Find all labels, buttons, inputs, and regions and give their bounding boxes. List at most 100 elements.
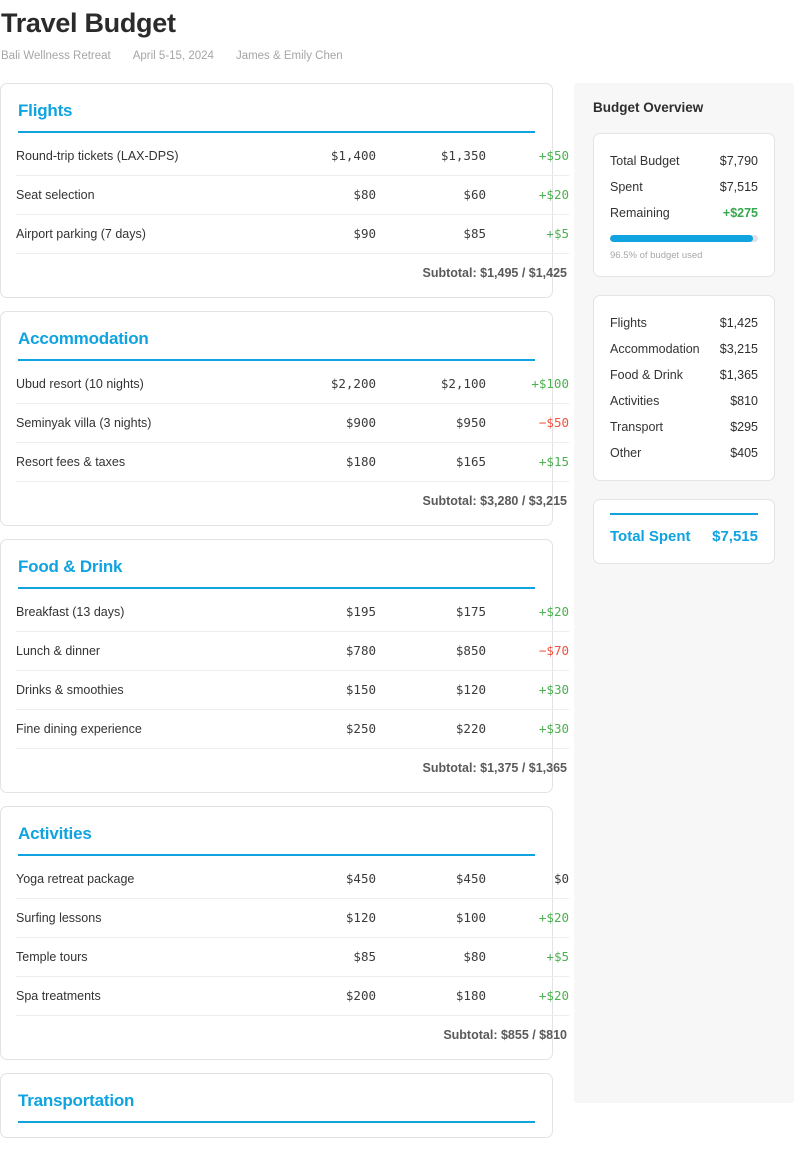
item-difference-amount: +$30 xyxy=(486,670,569,710)
subtotal-row: Subtotal: $1,495 / $1,425 xyxy=(16,254,569,288)
subtotal-text: Subtotal: $855 / $810 xyxy=(443,1028,567,1042)
item-label: Breakfast (13 days) xyxy=(16,593,266,632)
table-row: Seminyak villa (3 nights) $900 $950 −$50 xyxy=(16,403,569,443)
item-label: Seat selection xyxy=(16,175,266,215)
item-label: Airport parking (7 days) xyxy=(16,214,266,254)
item-label: Resort fees & taxes xyxy=(16,442,266,482)
item-label: Drinks & smoothies xyxy=(16,670,266,710)
item-label: Lunch & dinner xyxy=(16,631,266,671)
item-label: Temple tours xyxy=(16,937,266,977)
budget-overview-sidebar: Budget Overview Total Budget $7,790 Spent $… xyxy=(574,83,794,1103)
item-difference-amount: +$100 xyxy=(486,365,569,404)
overview-row: Remaining +$275 xyxy=(610,200,758,226)
item-budget-amount: $90 xyxy=(266,214,376,254)
trip-meta: Bali Wellness Retreat April 5-15, 2024 J… xyxy=(1,49,774,63)
item-difference-amount: −$50 xyxy=(486,403,569,443)
table-row: Ubud resort (10 nights) $2,200 $2,100 +$100 xyxy=(16,365,569,404)
section-title: Transportation xyxy=(18,1091,135,1110)
item-budget-amount: $150 xyxy=(266,670,376,710)
overview-row-label: Spent xyxy=(610,180,643,194)
item-actual-amount: $1,350 xyxy=(376,137,486,176)
overview-row-value: +$275 xyxy=(722,206,758,220)
sidebar-inner: Budget Overview Total Budget $7,790 Spent $… xyxy=(574,99,794,564)
category-value: $1,365 xyxy=(719,368,758,382)
overview-rows: Total Budget $7,790 Spent $7,515 Remaining +$… xyxy=(610,148,758,226)
table-row: Drinks & smoothies $150 $120 +$30 xyxy=(16,670,569,710)
item-actual-amount: $100 xyxy=(376,898,486,938)
page-header: Travel Budget Bali Wellness Retreat Apri… xyxy=(0,0,794,63)
budget-section-card: Flights Round-trip tickets (LAX-DPS) $1,40… xyxy=(0,83,569,298)
item-actual-amount: $850 xyxy=(376,631,486,671)
page-title: Travel Budget xyxy=(1,8,176,38)
item-difference-amount: +$15 xyxy=(486,442,569,482)
table-row: Seat selection $80 $60 +$20 xyxy=(16,175,569,215)
category-label: Transport xyxy=(610,420,664,434)
item-difference-amount: +$30 xyxy=(486,709,569,749)
section-underline xyxy=(18,131,535,133)
category-row: Accommodation $3,215 xyxy=(610,336,758,362)
item-actual-amount: $220 xyxy=(376,709,486,749)
item-actual-amount: $85 xyxy=(376,214,486,254)
item-difference-amount: +$20 xyxy=(486,976,569,1016)
item-budget-amount: $1,400 xyxy=(266,137,376,176)
table-row: Surfing lessons $120 $100 +$20 xyxy=(16,898,569,938)
item-label: Spa treatments xyxy=(16,976,266,1016)
table-row: Lunch & dinner $780 $850 −$70 xyxy=(16,631,569,671)
item-actual-amount: $175 xyxy=(376,593,486,632)
item-actual-amount: $450 xyxy=(376,860,486,899)
item-budget-amount: $450 xyxy=(266,860,376,899)
section-title: Flights xyxy=(18,101,73,120)
category-label: Accommodation xyxy=(610,342,700,356)
item-difference-amount: +$20 xyxy=(486,175,569,215)
item-label: Round-trip tickets (LAX-DPS) xyxy=(16,137,266,176)
item-budget-amount: $85 xyxy=(266,937,376,977)
item-budget-amount: $250 xyxy=(266,709,376,749)
budget-progress-bar xyxy=(610,235,758,242)
budget-section-card: Activities Yoga retreat package $450 $450 $0… xyxy=(0,806,569,1060)
category-label: Food & Drink xyxy=(610,368,683,382)
item-actual-amount: $180 xyxy=(376,976,486,1016)
subtotal-row: Subtotal: $1,375 / $1,365 xyxy=(16,749,569,783)
budget-progress-caption: 96.5% of budget used xyxy=(610,250,703,261)
category-row: Flights $1,425 xyxy=(610,310,758,336)
budget-section-card: Transportation xyxy=(0,1073,553,1138)
total-spent-label: Total Spent xyxy=(610,528,691,545)
item-budget-amount: $200 xyxy=(266,976,376,1016)
budget-section-card: Food & Drink Breakfast (13 days) $195 $175 +… xyxy=(0,539,569,793)
section-underline xyxy=(18,587,535,589)
item-actual-amount: $2,100 xyxy=(376,365,486,404)
budget-items-table: Ubud resort (10 nights) $2,200 $2,100 +$100… xyxy=(16,365,569,515)
item-difference-amount: +$20 xyxy=(486,898,569,938)
item-label: Ubud resort (10 nights) xyxy=(16,365,266,404)
item-actual-amount: $80 xyxy=(376,937,486,977)
table-row: Temple tours $85 $80 +$5 xyxy=(16,937,569,977)
table-row: Breakfast (13 days) $195 $175 +$20 xyxy=(16,593,569,632)
category-breakdown-card: Flights $1,425 Accommodation $3,215 Food & D… xyxy=(593,295,775,481)
total-spent-row: Total Spent $7,515 xyxy=(610,527,758,547)
item-label: Yoga retreat package xyxy=(16,860,266,899)
section-underline xyxy=(18,1121,535,1123)
overview-row-value: $7,790 xyxy=(719,154,758,168)
item-actual-amount: $165 xyxy=(376,442,486,482)
category-value: $295 xyxy=(730,420,758,434)
item-difference-amount: +$20 xyxy=(486,593,569,632)
total-spent-card: Total Spent $7,515 xyxy=(593,499,775,564)
section-title: Activities xyxy=(18,824,92,843)
table-row: Spa treatments $200 $180 +$20 xyxy=(16,976,569,1016)
subtotal-text: Subtotal: $3,280 / $3,215 xyxy=(422,494,567,508)
item-actual-amount: $60 xyxy=(376,175,486,215)
total-spent-value: $7,515 xyxy=(712,528,758,545)
overview-row-label: Total Budget xyxy=(610,154,680,168)
meta-travelers: James & Emily Chen xyxy=(235,50,343,62)
category-row: Transport $295 xyxy=(610,414,758,440)
content-columns: Flights Round-trip tickets (LAX-DPS) $1,40… xyxy=(0,83,794,1151)
category-value: $1,425 xyxy=(719,316,758,330)
overview-row: Total Budget $7,790 xyxy=(610,148,758,174)
item-label: Surfing lessons xyxy=(16,898,266,938)
item-difference-amount: −$70 xyxy=(486,631,569,671)
item-actual-amount: $120 xyxy=(376,670,486,710)
category-value: $810 xyxy=(730,394,758,408)
category-value: $3,215 xyxy=(719,342,758,356)
item-difference-amount: +$50 xyxy=(486,137,569,176)
